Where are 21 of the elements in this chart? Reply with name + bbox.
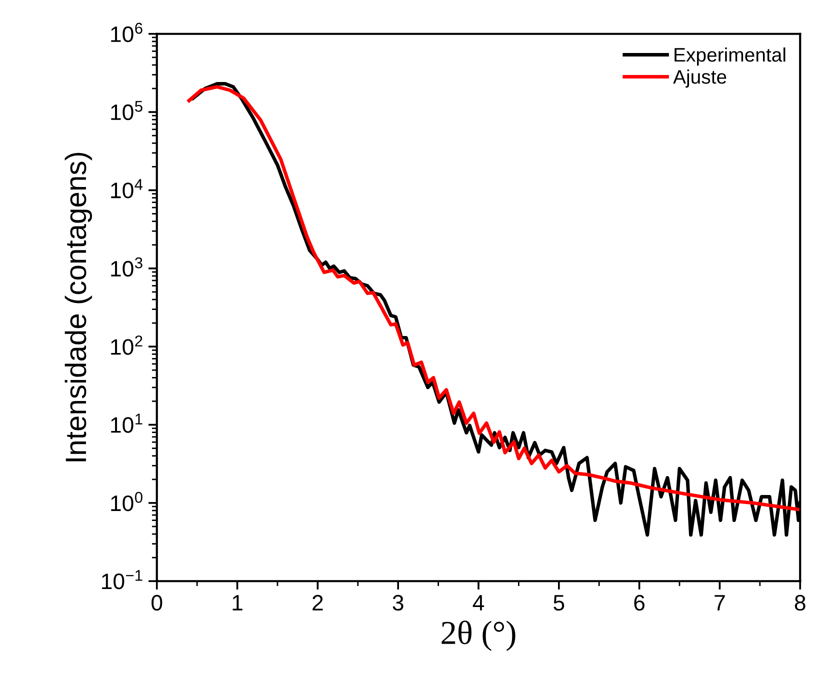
y-axis-title: Intensidade (contagens) [64,152,92,462]
x-tick-label: 0 [152,594,162,611]
x-tick-label: 6 [634,594,645,611]
x-tick-label: 3 [392,594,404,611]
y-tick-label: 10$^{0}$ [111,492,142,512]
x-tick-label: 4 [472,595,484,610]
y-tick-label: 10$^{5}$ [111,100,142,120]
x-tick-label: 1 [232,595,242,610]
legend-label: Ajuste [673,69,726,88]
x-tick-label: 5 [554,595,564,611]
y-tick-label: 10$^{4}$ [111,179,143,198]
x-axis-title: 2θ (°) [442,620,516,652]
y-tick-label: 10$^{3}$ [111,257,142,277]
y-tick-label: 10$^{−1}$ [102,570,142,590]
y-tick-label: 10$^{6}$ [111,22,142,42]
x-tick-label: 8 [794,594,806,611]
x-tick-label: 7 [714,595,725,610]
y-tick-label: 10$^{2}$ [111,336,142,355]
x-tick-label: 2 [312,594,323,610]
legend-label: Experimental [674,47,786,66]
y-tick-label: 10$^{1}$ [111,414,142,433]
